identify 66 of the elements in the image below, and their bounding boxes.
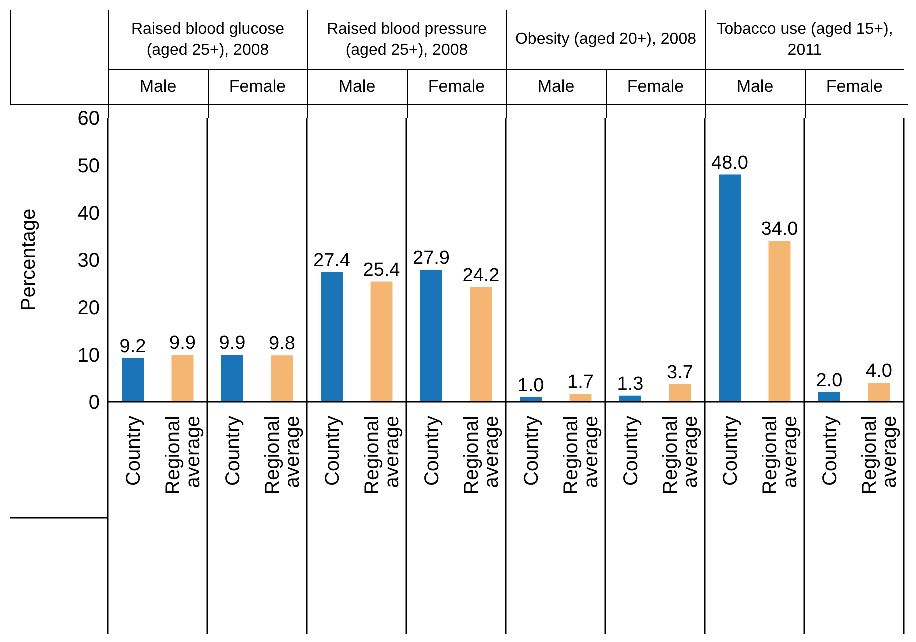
x-tick-label: Regional average <box>461 416 504 495</box>
x-tick-label: Regional average <box>660 416 702 495</box>
text: Female <box>228 76 288 98</box>
data-label: 27.4 <box>314 250 351 272</box>
x-tick-label: Country <box>322 416 344 486</box>
data-label: 25.4 <box>363 260 401 281</box>
data-label: 1.3 <box>617 374 644 395</box>
data-label: 3.7 <box>667 362 694 384</box>
y-tick-label: 50 <box>78 155 100 178</box>
x-tick-label: Regional average <box>760 416 802 495</box>
x-tick-label: Regional average <box>560 416 603 495</box>
x-tick-label: Country <box>620 416 642 486</box>
data-label: 9.9 <box>219 333 246 354</box>
bar <box>768 241 791 402</box>
data-label: 34.0 <box>761 219 798 240</box>
text: Female <box>427 76 486 98</box>
y-axis-title: Percentage <box>18 208 40 312</box>
x-tick-label: Country <box>222 416 244 486</box>
bar <box>370 282 393 402</box>
data-label: 24.2 <box>462 265 500 286</box>
data-label: 9.2 <box>120 336 146 358</box>
data-label: 9.8 <box>269 334 296 355</box>
bar <box>868 383 890 402</box>
x-tick-label: Regional average <box>262 416 304 495</box>
x-tick-label: Regional average <box>362 416 404 495</box>
bar <box>321 272 343 402</box>
text: Female <box>825 76 884 98</box>
text: Raised blood glucose (aged 25+), 2008 <box>108 10 307 70</box>
data-label: 1.0 <box>518 375 544 396</box>
text: Male <box>338 76 377 98</box>
bar <box>818 392 840 402</box>
text: Male <box>536 76 576 98</box>
data-label: 9.9 <box>170 333 196 354</box>
x-tick-label: Country <box>122 416 145 486</box>
x-tick-label: Regional average <box>162 416 205 495</box>
x-tick-label: Country <box>819 416 842 486</box>
bar <box>570 394 592 402</box>
y-tick-label: 30 <box>78 250 100 272</box>
data-label: 27.9 <box>413 248 450 269</box>
text: Female <box>626 76 686 98</box>
y-tick-label: 60 <box>78 108 100 130</box>
text: Raised blood pressure (aged 25+), 2008 <box>307 10 506 70</box>
bar <box>172 355 194 402</box>
bar <box>222 355 244 402</box>
data-label: 2.0 <box>816 370 843 392</box>
x-tick-label: Country <box>520 416 543 486</box>
y-tick-label: 10 <box>78 344 100 367</box>
y-tick-label: 20 <box>78 297 100 320</box>
data-label: 4.0 <box>866 361 892 382</box>
y-tick-label: 40 <box>78 202 100 225</box>
text: Male <box>138 76 178 98</box>
text: Obesity (aged 20+), 2008 <box>506 10 705 70</box>
bar <box>420 270 442 402</box>
y-tick-label: 0 <box>88 392 100 414</box>
bar <box>470 287 492 402</box>
text: Tobacco use (aged 15+), 2011 <box>705 10 904 70</box>
text: Male <box>736 76 775 98</box>
x-tick-label: Country <box>421 416 444 486</box>
bar <box>271 356 294 402</box>
bar <box>719 174 741 402</box>
bar <box>122 358 144 402</box>
data-label: 1.7 <box>568 372 594 393</box>
data-label: 48.0 <box>712 152 748 174</box>
x-tick-label: Country <box>720 416 742 486</box>
bar <box>669 384 692 402</box>
x-tick-label: Regional average <box>859 416 902 495</box>
